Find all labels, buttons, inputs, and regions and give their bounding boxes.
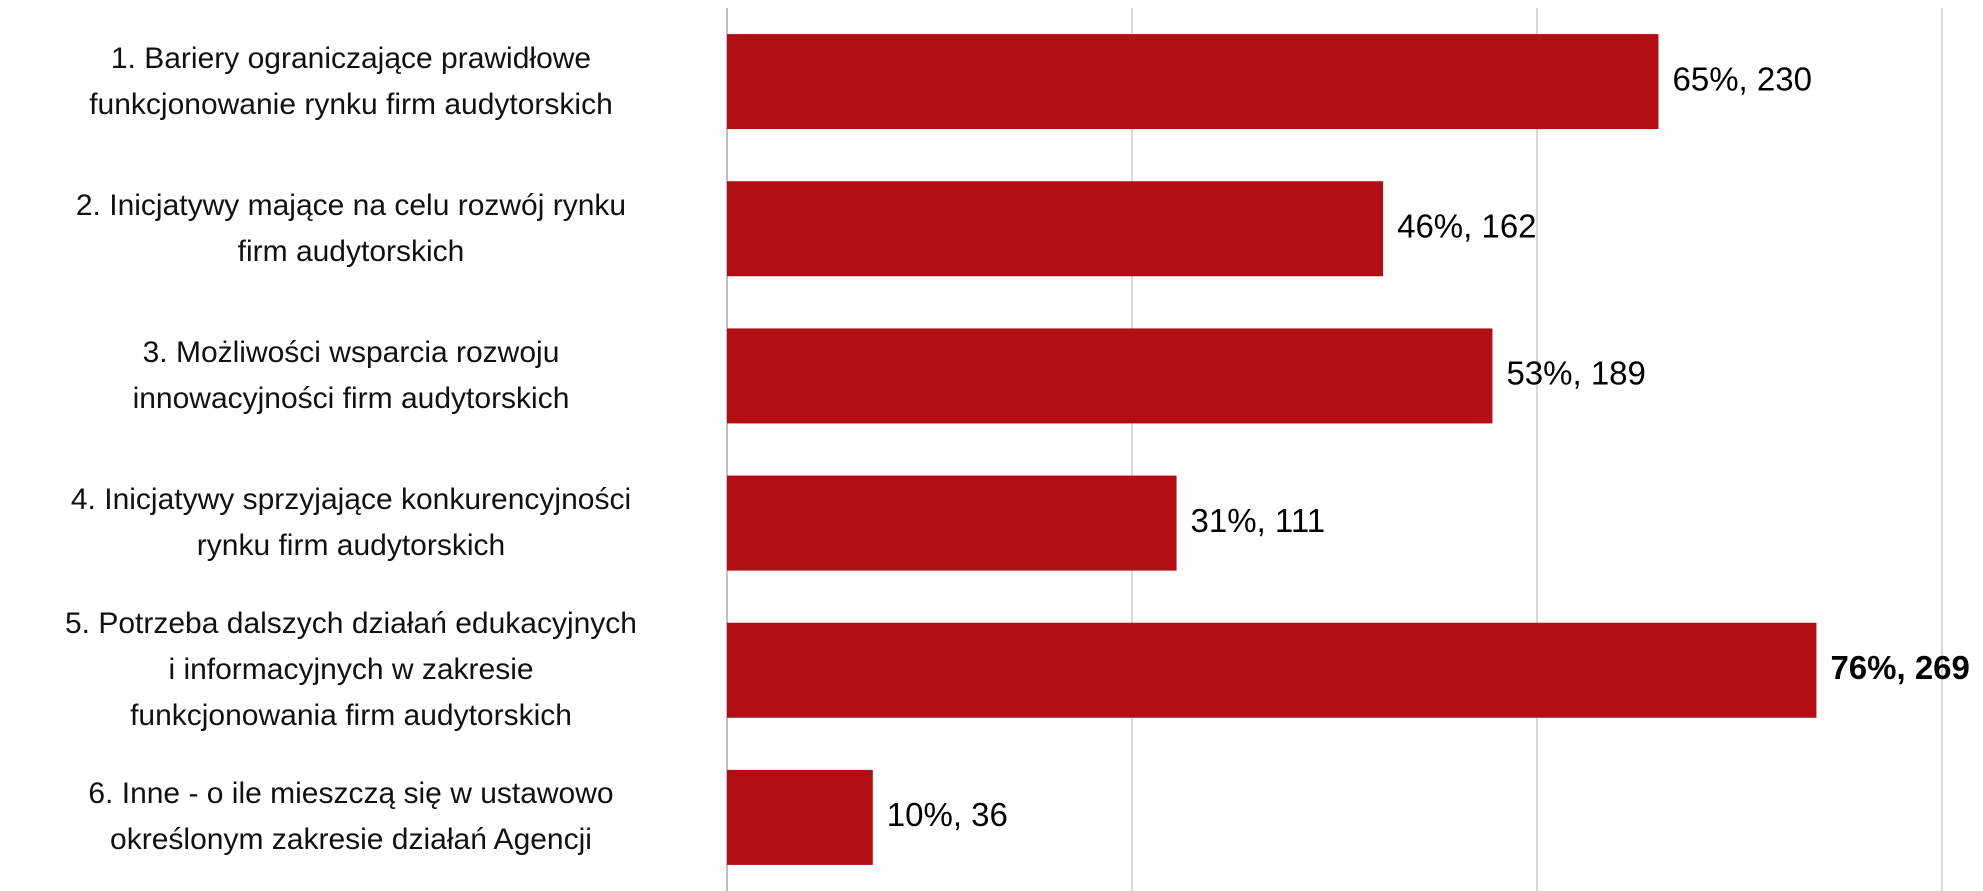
bar [727, 475, 1177, 571]
value-label: 10%, 36 [887, 796, 1008, 833]
category-label: 5. Potrzeba dalszych działań edukacyjnyc… [65, 607, 637, 733]
value-label: 53%, 189 [1506, 355, 1645, 392]
category-label: 2. Inicjatywy mające na celu rozwój rynk… [75, 188, 627, 268]
category-label: 4. Inicjatywy sprzyjające konkurencyjnoś… [70, 483, 632, 563]
bar [727, 328, 1493, 424]
bar [727, 34, 1659, 130]
value-label: 65%, 230 [1673, 60, 1812, 97]
category-label: 3. Możliwości wsparcia rozwoju innowacyj… [132, 335, 570, 415]
value-label: 31%, 111 [1191, 502, 1326, 539]
value-label: 46%, 162 [1397, 207, 1536, 244]
bar [727, 769, 873, 865]
category-label: 1. Bariery ograniczające prawidłowe funk… [89, 41, 613, 121]
bar [727, 181, 1384, 277]
value-label: 76%, 269 [1830, 649, 1969, 686]
category-label: 6. Inne - o ile mieszczą się w ustawowo … [88, 777, 614, 857]
bar [727, 622, 1817, 718]
